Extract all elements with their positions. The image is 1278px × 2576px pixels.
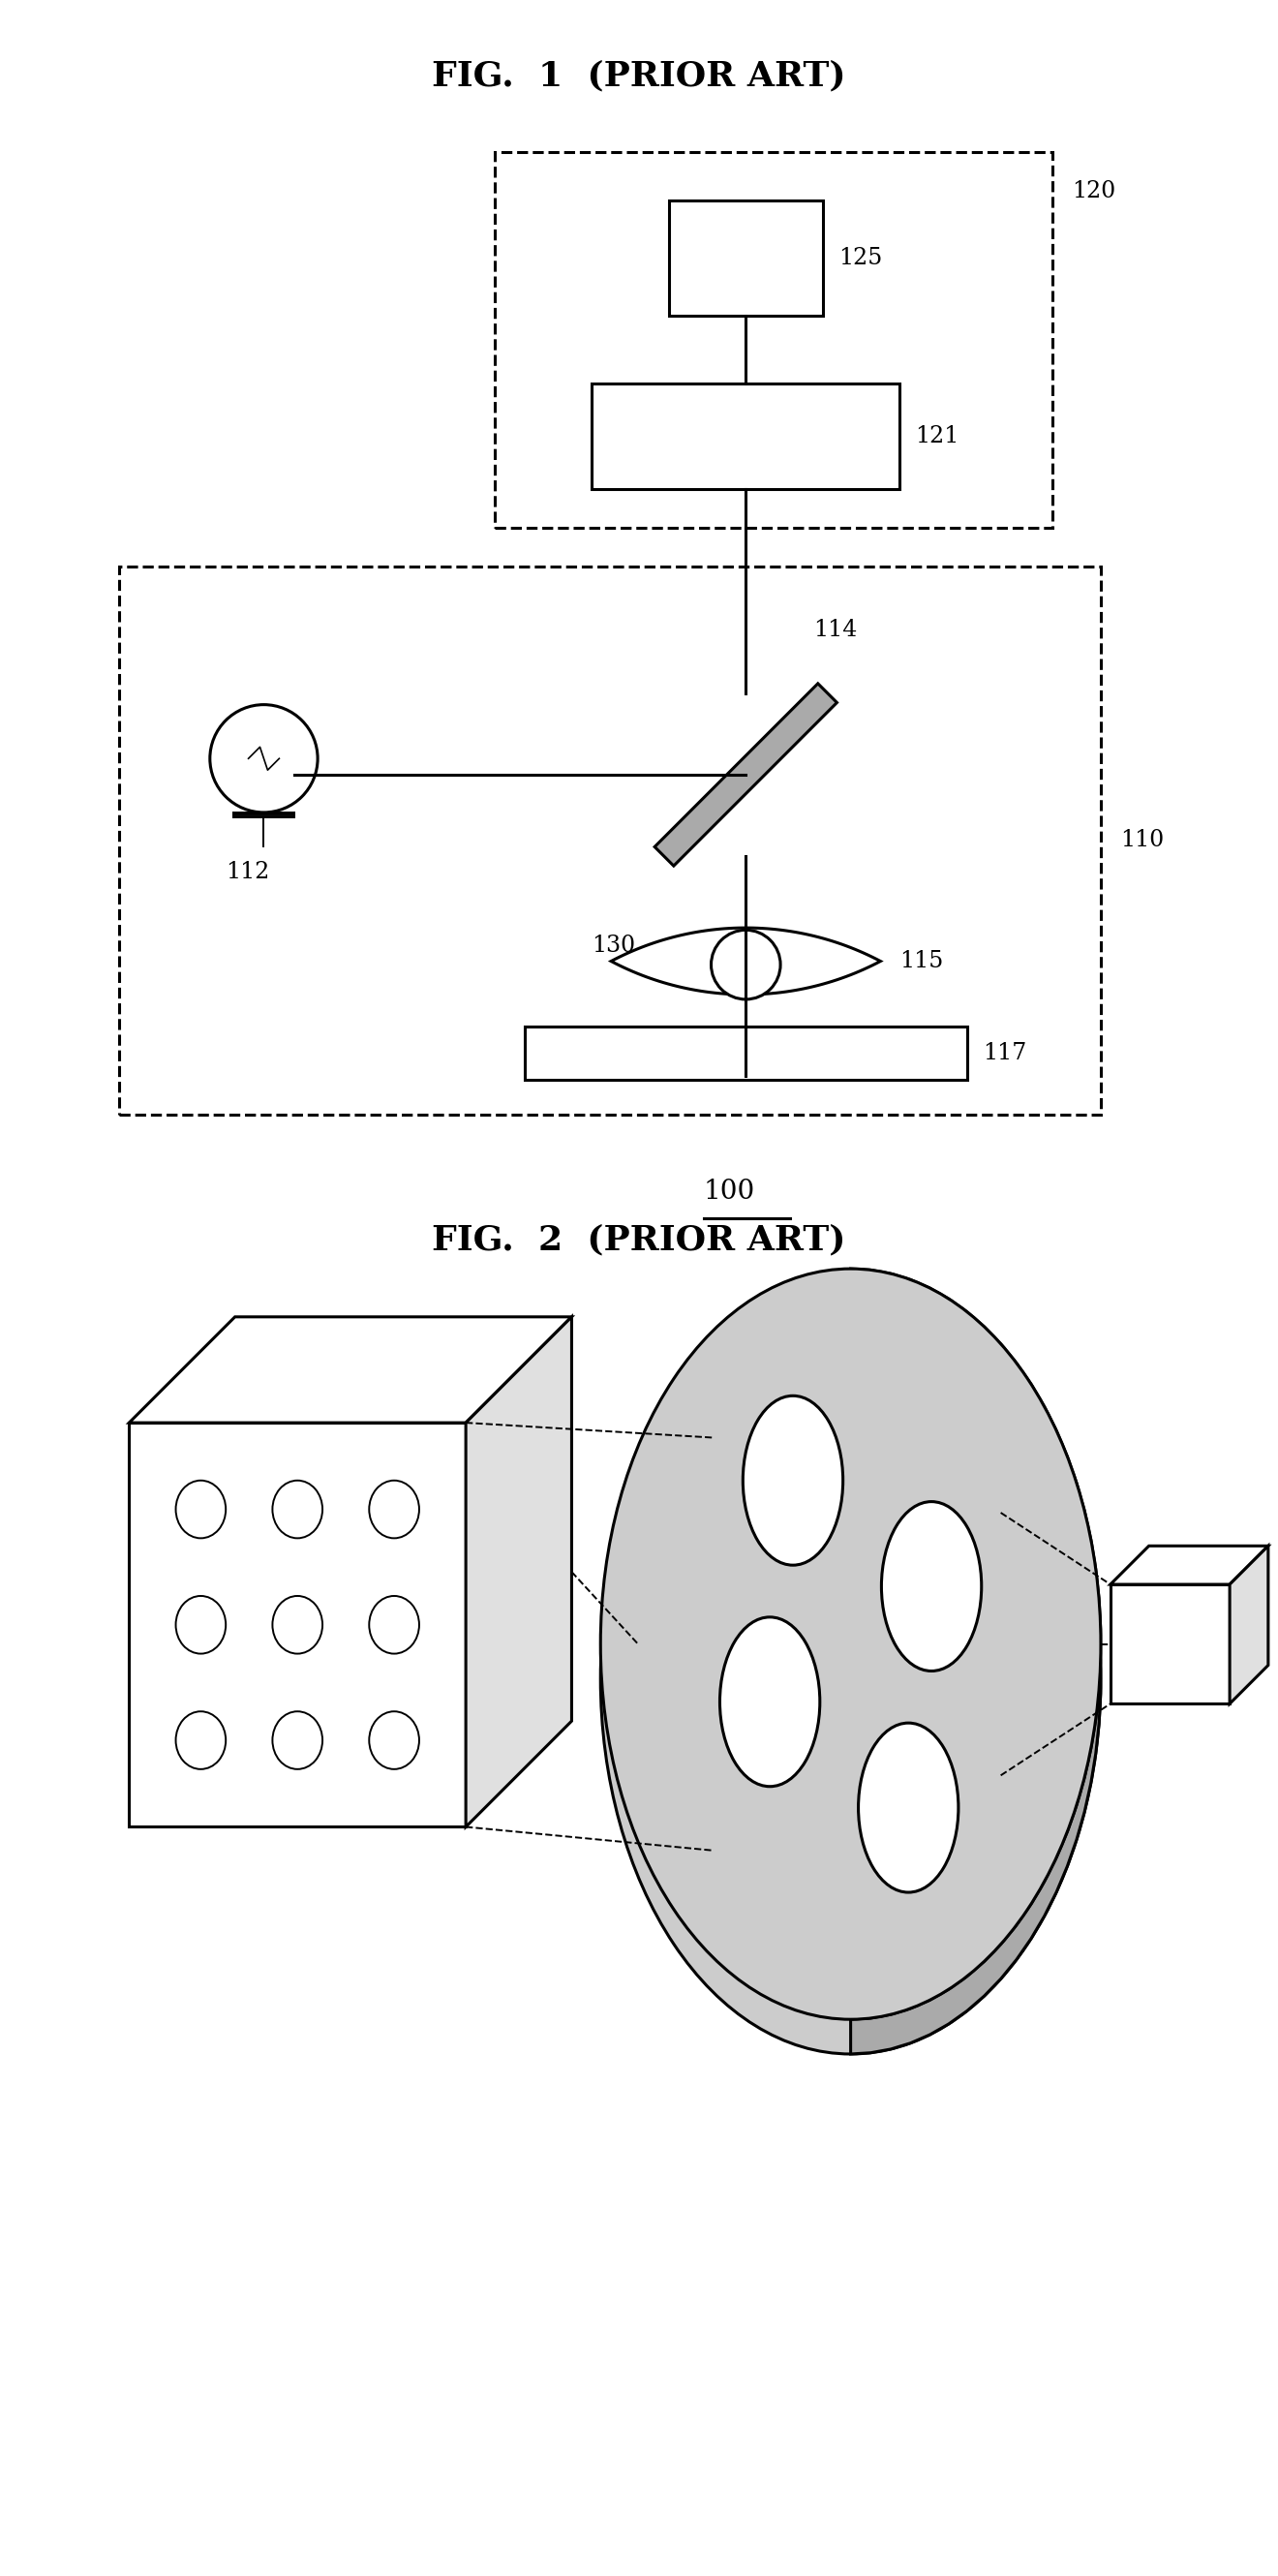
Text: FIG.  1  (PRIOR ART): FIG. 1 (PRIOR ART) <box>432 59 846 93</box>
Polygon shape <box>611 927 881 994</box>
Ellipse shape <box>601 1303 1100 2053</box>
Bar <box>129 1422 465 1826</box>
Ellipse shape <box>272 1481 322 1538</box>
Ellipse shape <box>272 1710 322 1770</box>
Ellipse shape <box>369 1481 419 1538</box>
Text: 114: 114 <box>813 618 858 641</box>
Bar <box>119 567 1100 1115</box>
Text: 110: 110 <box>1120 829 1164 853</box>
Bar <box>668 201 823 317</box>
Polygon shape <box>1111 1546 1268 1584</box>
Text: 130: 130 <box>592 935 635 956</box>
Ellipse shape <box>369 1597 419 1654</box>
Ellipse shape <box>601 1270 1100 2020</box>
Ellipse shape <box>272 1597 322 1654</box>
Ellipse shape <box>369 1710 419 1770</box>
Ellipse shape <box>176 1481 226 1538</box>
Bar <box>524 1025 967 1079</box>
Polygon shape <box>851 1270 1100 2053</box>
Ellipse shape <box>176 1597 226 1654</box>
Text: 120: 120 <box>1072 180 1116 201</box>
Text: 121: 121 <box>915 425 958 448</box>
Text: FIG.  2  (PRIOR ART): FIG. 2 (PRIOR ART) <box>432 1224 846 1257</box>
Ellipse shape <box>720 1618 820 1788</box>
Text: 100: 100 <box>703 1180 755 1206</box>
Ellipse shape <box>743 1396 843 1566</box>
Ellipse shape <box>882 1502 982 1672</box>
Bar <box>1111 1584 1229 1703</box>
Bar <box>592 384 900 489</box>
Polygon shape <box>129 1316 571 1422</box>
Circle shape <box>711 930 781 999</box>
Text: 115: 115 <box>900 951 943 971</box>
Text: 117: 117 <box>983 1043 1026 1064</box>
Text: 112: 112 <box>225 860 270 884</box>
Text: 125: 125 <box>838 247 882 270</box>
Polygon shape <box>654 683 837 866</box>
Ellipse shape <box>176 1710 226 1770</box>
Polygon shape <box>465 1316 571 1826</box>
Bar <box>495 152 1053 528</box>
Polygon shape <box>1229 1546 1268 1703</box>
Ellipse shape <box>859 1723 958 1893</box>
